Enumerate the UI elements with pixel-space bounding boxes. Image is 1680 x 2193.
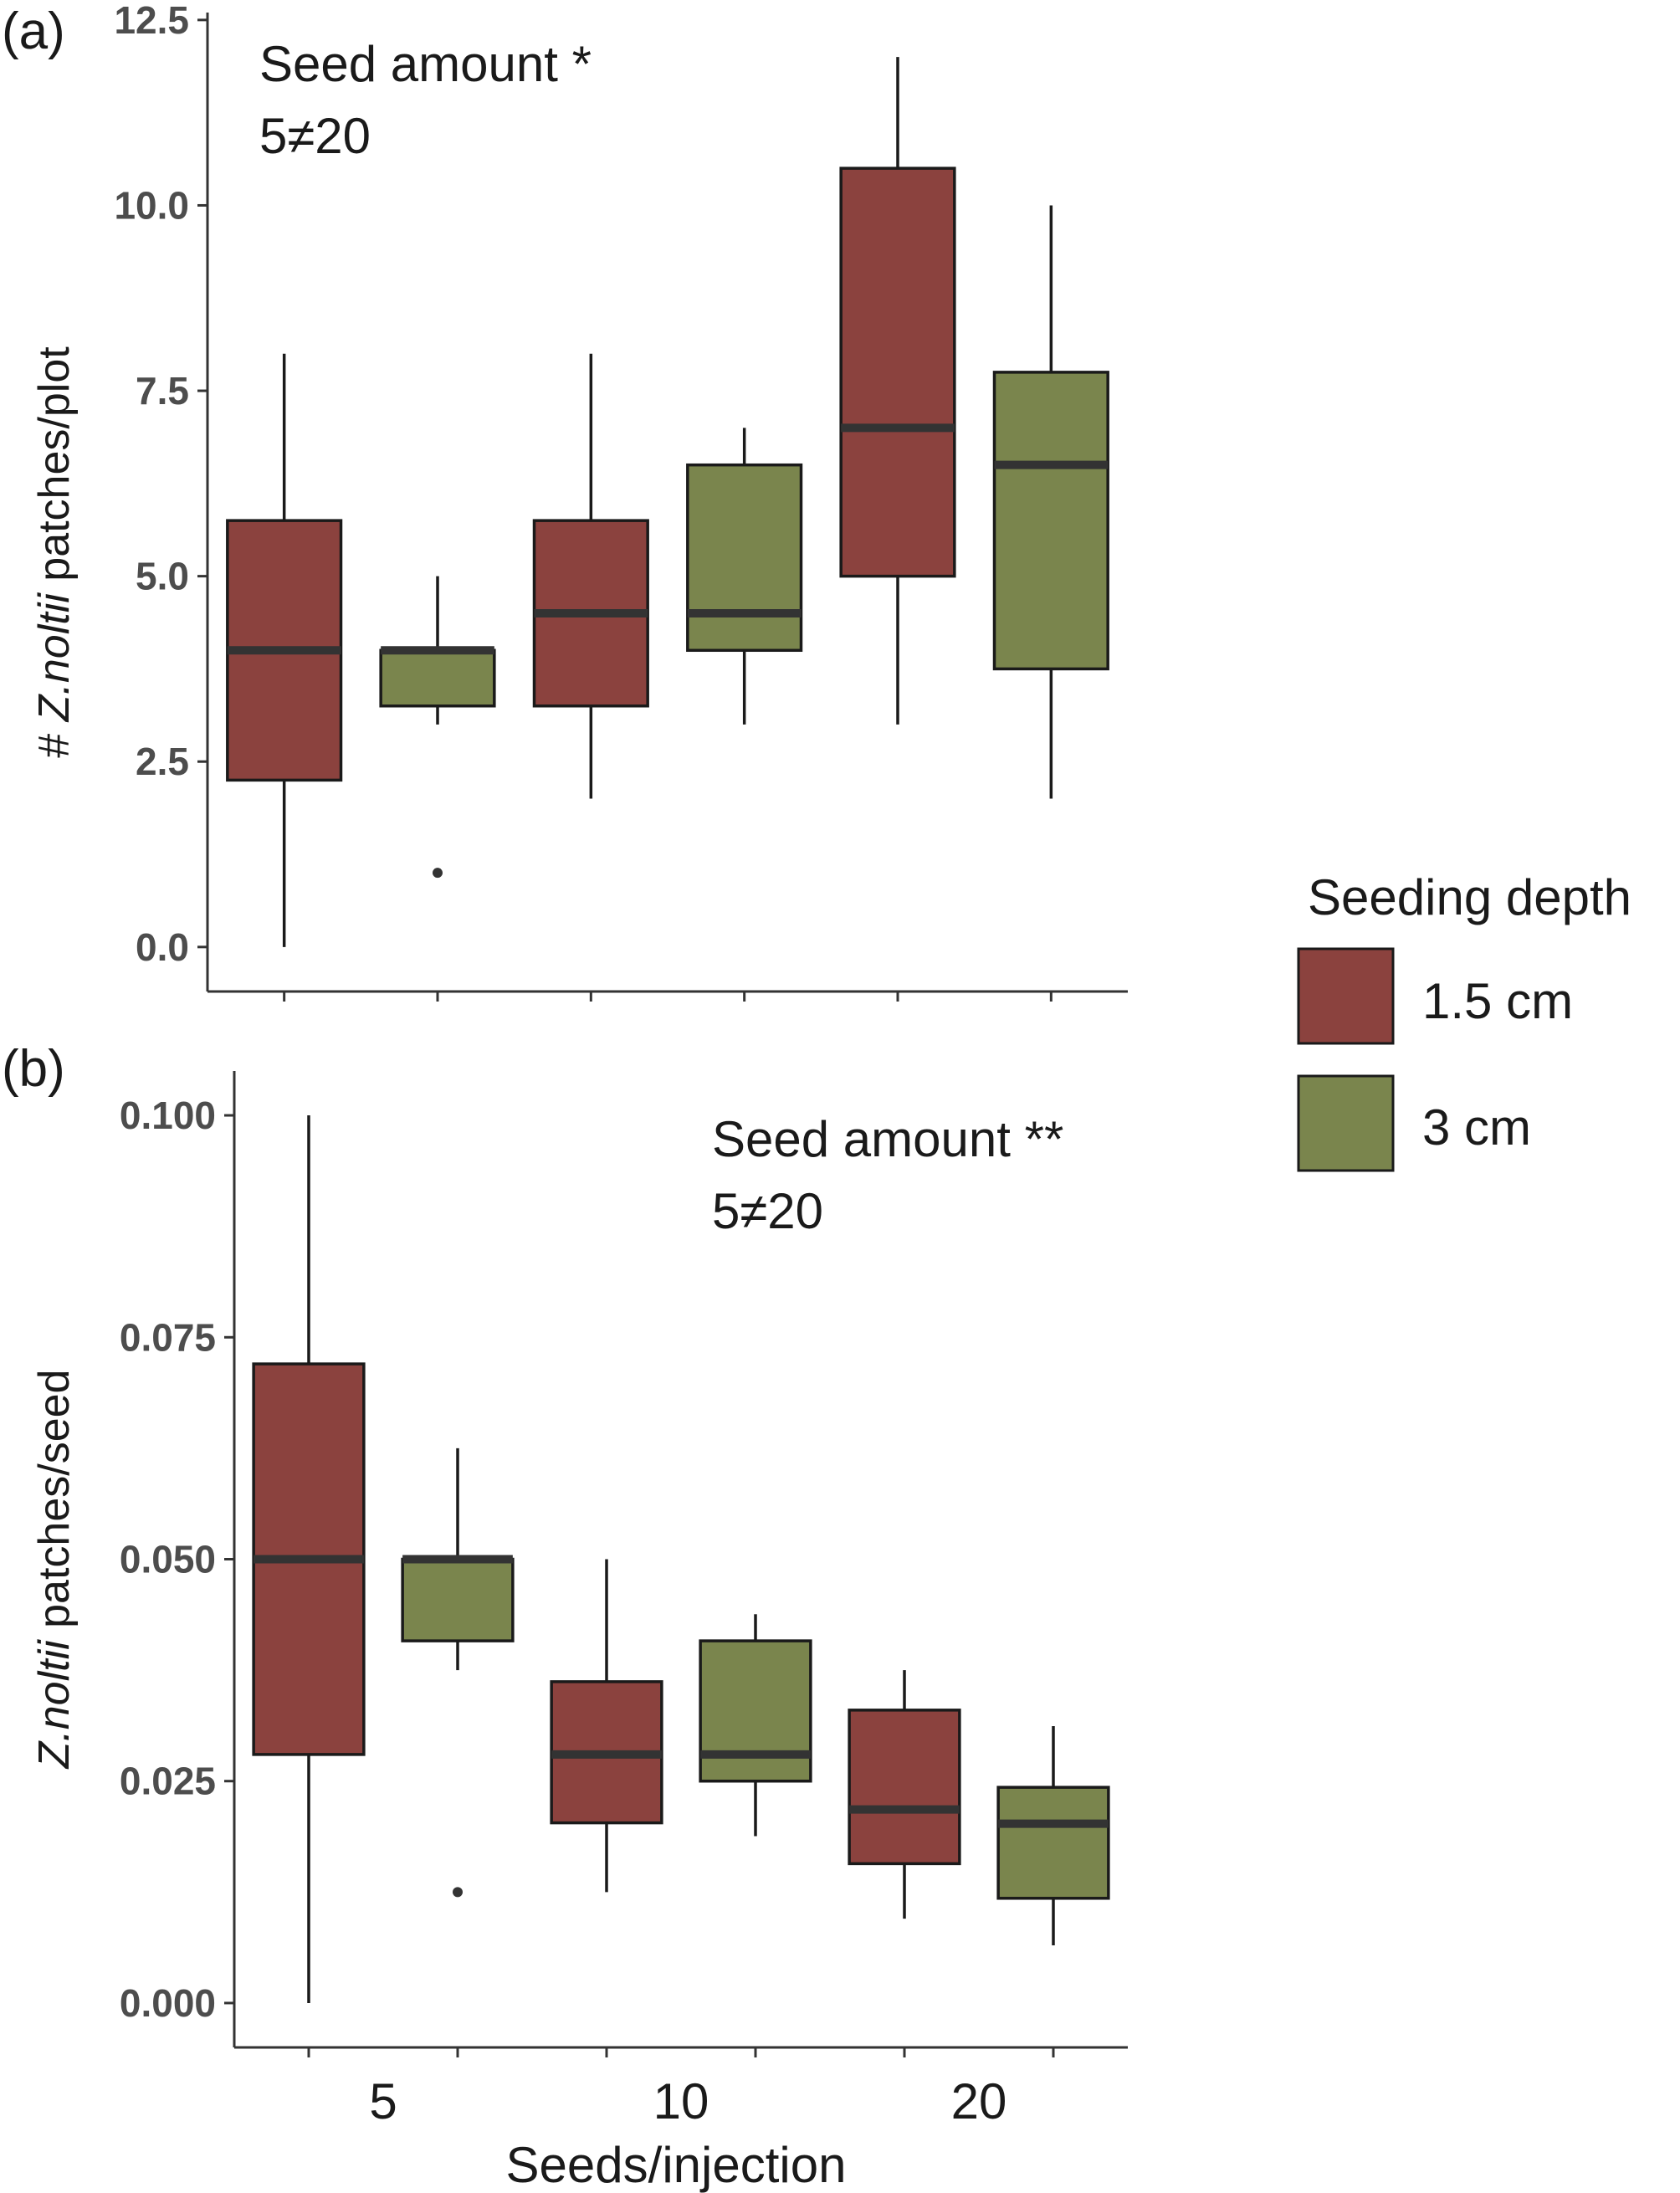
- box-iqr: [401, 1557, 515, 1642]
- legend-swatch-3-cm: [1297, 1074, 1395, 1172]
- panel-a-box-1-5-cm-10: [532, 353, 649, 799]
- box-iqr: [996, 1786, 1110, 1900]
- panel-b-x-tick-label: 5: [369, 2073, 397, 2129]
- panel-a-y-tick-label: 10.0: [114, 183, 189, 227]
- box-iqr: [839, 167, 956, 578]
- panel-a-y-tick-label: 0.0: [136, 925, 189, 969]
- box-iqr: [848, 1709, 961, 1866]
- outlier-point: [433, 868, 443, 879]
- panel-a-annotation-line2: 5≠20: [259, 108, 371, 164]
- panel-a-plot-area: 0.0 2.5 5.0 7.5 10.0 12.5: [114, 0, 1128, 1002]
- box-iqr: [686, 463, 803, 653]
- box-iqr: [699, 1639, 812, 1783]
- panel-a-y-axis-label: # Z.noltii patches/plot: [30, 346, 79, 758]
- panel-b-y-tick-label: 0.025: [120, 1760, 216, 1803]
- panel-b-annotation: Seed amount ** 5≠20: [712, 1111, 1063, 1239]
- panel-b-box-1-5-cm-10: [550, 1559, 663, 1893]
- panel-b: (b) Seed amount ** 5≠20 Z.noltii patches…: [2, 1040, 1128, 2129]
- panel-b-y-tick-label: 0.050: [120, 1538, 216, 1581]
- panel-b-box-3-cm-20: [996, 1725, 1110, 1945]
- panel-a-y-tick-label: 2.5: [136, 740, 189, 783]
- panel-b-x-tick-label: 10: [653, 2073, 709, 2129]
- x-axis-label: Seeds/injection: [506, 2137, 847, 2193]
- box-iqr: [992, 371, 1109, 671]
- panel-a-label: (a): [2, 3, 65, 60]
- panel-b-y-tick-label: 0.000: [120, 1981, 216, 2025]
- panel-b-y-tick-label: 0.100: [120, 1094, 216, 1137]
- panel-b-annotation-line2: 5≠20: [712, 1183, 823, 1239]
- panel-a-box-1-5-cm-20: [839, 57, 956, 725]
- panel-a-annotation: Seed amount * 5≠20: [259, 36, 592, 164]
- panel-b-box-3-cm-10: [699, 1614, 812, 1837]
- panel-b-label: (b): [2, 1040, 65, 1098]
- panel-a-y-tick-label: 7.5: [136, 369, 189, 412]
- panel-b-box-1-5-cm-5: [252, 1115, 366, 2003]
- panel-b-y-tick-label: 0.075: [120, 1315, 216, 1359]
- panel-a-box-3-cm-10: [686, 428, 803, 725]
- panel-b-box-3-cm-5: [401, 1447, 515, 1898]
- panel-b-y-axis-label: Z.noltii patches/seed: [30, 1370, 79, 1770]
- panel-a: (a) Seed amount * 5≠20 # Z.noltii patche…: [2, 0, 1128, 1002]
- legend-swatch-1-5-cm: [1297, 947, 1395, 1045]
- panel-b-plot-area: 0.000 0.025 0.050 0.075 0.100 5 10 20: [120, 1071, 1128, 2129]
- panel-a-box-3-cm-5: [379, 576, 496, 879]
- legend-label-3-cm: 3 cm: [1422, 1099, 1531, 1155]
- panel-b-x-tick-label: 20: [951, 2073, 1007, 2129]
- panel-a-box-1-5-cm-5: [226, 353, 343, 947]
- panel-a-y-tick-label: 12.5: [114, 0, 189, 42]
- box-iqr: [379, 648, 496, 708]
- panel-b-box-1-5-cm-20: [848, 1670, 961, 1919]
- panel-a-y-tick-label: 5.0: [136, 555, 189, 598]
- outlier-point: [453, 1887, 463, 1898]
- panel-b-annotation-line1: Seed amount **: [712, 1111, 1063, 1167]
- legend-label-1-5-cm: 1.5 cm: [1422, 973, 1573, 1029]
- legend: Seeding depth 1.5 cm 3 cm: [1297, 869, 1631, 1172]
- panel-a-box-3-cm-20: [992, 205, 1109, 799]
- legend-title: Seeding depth: [1308, 869, 1631, 925]
- panel-a-annotation-line1: Seed amount *: [259, 36, 592, 92]
